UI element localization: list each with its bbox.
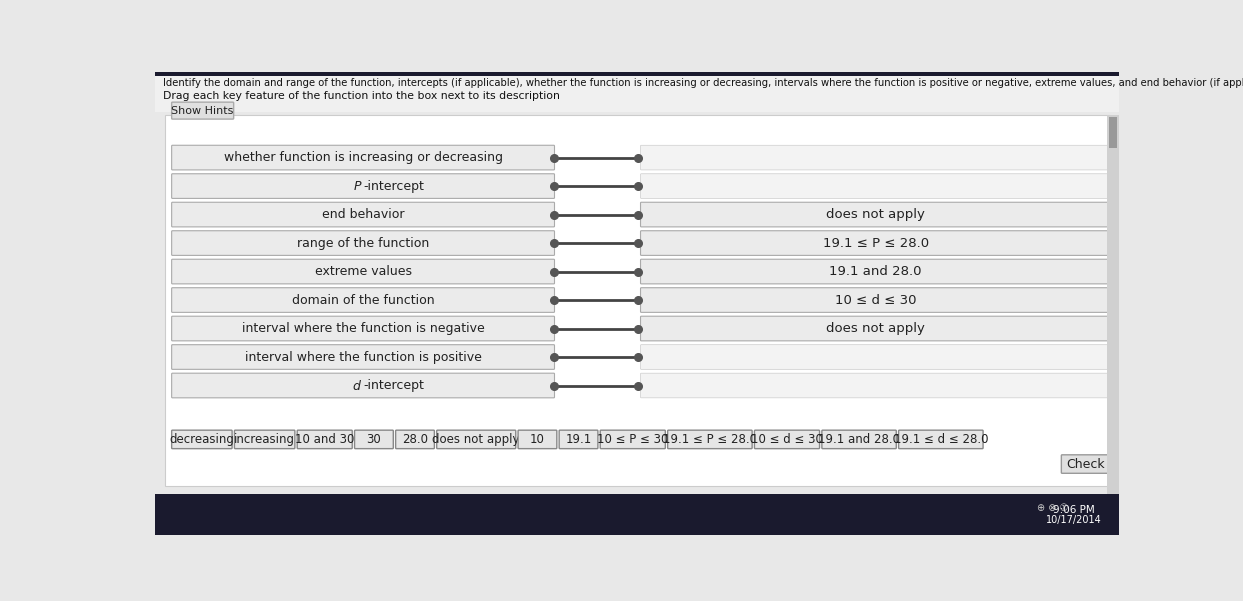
Text: 10 and 30: 10 and 30 bbox=[295, 433, 354, 446]
Text: whether function is increasing or decreasing: whether function is increasing or decrea… bbox=[224, 151, 502, 164]
Bar bbox=[164, 115, 1110, 486]
FancyBboxPatch shape bbox=[640, 288, 1111, 313]
Text: 10 ≤ P ≤ 30: 10 ≤ P ≤ 30 bbox=[597, 433, 669, 446]
FancyBboxPatch shape bbox=[172, 288, 554, 313]
Text: extreme values: extreme values bbox=[314, 265, 411, 278]
Text: 19.1 and 28.0: 19.1 and 28.0 bbox=[829, 265, 922, 278]
Text: end behavior: end behavior bbox=[322, 208, 404, 221]
FancyBboxPatch shape bbox=[1062, 455, 1110, 474]
FancyBboxPatch shape bbox=[559, 430, 598, 449]
FancyBboxPatch shape bbox=[640, 316, 1111, 341]
FancyBboxPatch shape bbox=[899, 430, 983, 449]
Text: does not apply: does not apply bbox=[433, 433, 520, 446]
FancyBboxPatch shape bbox=[235, 430, 295, 449]
Text: decreasing: decreasing bbox=[169, 433, 235, 446]
Text: interval where the function is negative: interval where the function is negative bbox=[241, 322, 485, 335]
FancyBboxPatch shape bbox=[395, 430, 434, 449]
FancyBboxPatch shape bbox=[172, 145, 554, 170]
Text: does not apply: does not apply bbox=[827, 208, 925, 221]
Text: 19.1 ≤ P ≤ 28.0: 19.1 ≤ P ≤ 28.0 bbox=[823, 237, 929, 249]
Bar bbox=[1108, 115, 1119, 494]
FancyBboxPatch shape bbox=[172, 345, 554, 370]
FancyBboxPatch shape bbox=[640, 174, 1111, 198]
FancyBboxPatch shape bbox=[755, 430, 819, 449]
FancyBboxPatch shape bbox=[518, 430, 557, 449]
FancyBboxPatch shape bbox=[172, 203, 554, 227]
Text: 9:06 PM: 9:06 PM bbox=[1053, 505, 1095, 515]
Text: Identify the domain and range of the function, intercepts (if applicable), wheth: Identify the domain and range of the fun… bbox=[163, 78, 1243, 88]
FancyBboxPatch shape bbox=[172, 316, 554, 341]
Text: range of the function: range of the function bbox=[297, 237, 429, 249]
FancyBboxPatch shape bbox=[600, 430, 665, 449]
FancyBboxPatch shape bbox=[172, 102, 234, 119]
Text: 19.1 and 28.0: 19.1 and 28.0 bbox=[818, 433, 900, 446]
FancyBboxPatch shape bbox=[640, 145, 1111, 170]
Text: interval where the function is positive: interval where the function is positive bbox=[245, 350, 481, 364]
FancyBboxPatch shape bbox=[172, 174, 554, 198]
FancyBboxPatch shape bbox=[640, 203, 1111, 227]
Text: -intercept: -intercept bbox=[363, 379, 424, 392]
Text: domain of the function: domain of the function bbox=[292, 293, 434, 307]
Text: $d$: $d$ bbox=[352, 379, 362, 392]
FancyBboxPatch shape bbox=[640, 259, 1111, 284]
Text: Check: Check bbox=[1066, 457, 1105, 471]
Text: 10 ≤ d ≤ 30: 10 ≤ d ≤ 30 bbox=[751, 433, 823, 446]
Text: Show Hints: Show Hints bbox=[172, 106, 234, 115]
FancyBboxPatch shape bbox=[172, 430, 232, 449]
FancyBboxPatch shape bbox=[354, 430, 393, 449]
Text: 19.1 ≤ d ≤ 28.0: 19.1 ≤ d ≤ 28.0 bbox=[894, 433, 988, 446]
FancyBboxPatch shape bbox=[172, 259, 554, 284]
Text: ⊕ ⊗ ①: ⊕ ⊗ ① bbox=[1038, 503, 1069, 513]
Text: 30: 30 bbox=[367, 433, 382, 446]
Text: increasing: increasing bbox=[234, 433, 295, 446]
Bar bbox=[155, 72, 1119, 112]
FancyBboxPatch shape bbox=[297, 430, 352, 449]
Text: does not apply: does not apply bbox=[827, 322, 925, 335]
FancyBboxPatch shape bbox=[172, 373, 554, 398]
FancyBboxPatch shape bbox=[640, 231, 1111, 255]
Text: $P$: $P$ bbox=[353, 180, 362, 192]
FancyBboxPatch shape bbox=[667, 430, 752, 449]
Text: 10 ≤ d ≤ 30: 10 ≤ d ≤ 30 bbox=[835, 293, 916, 307]
Text: Drag each key feature of the function into the box next to its description: Drag each key feature of the function in… bbox=[163, 91, 561, 102]
Text: 28.0: 28.0 bbox=[401, 433, 428, 446]
FancyBboxPatch shape bbox=[822, 430, 896, 449]
Text: 19.1: 19.1 bbox=[566, 433, 592, 446]
FancyBboxPatch shape bbox=[640, 345, 1111, 370]
Bar bbox=[155, 72, 1119, 76]
FancyBboxPatch shape bbox=[640, 373, 1111, 398]
Text: 19.1 ≤ P ≤ 28.0: 19.1 ≤ P ≤ 28.0 bbox=[663, 433, 757, 446]
FancyBboxPatch shape bbox=[172, 231, 554, 255]
Bar bbox=[155, 494, 1119, 535]
Bar bbox=[1109, 117, 1117, 148]
Text: -intercept: -intercept bbox=[363, 180, 424, 192]
Text: 10/17/2014: 10/17/2014 bbox=[1045, 515, 1101, 525]
FancyBboxPatch shape bbox=[436, 430, 516, 449]
Text: 10: 10 bbox=[530, 433, 544, 446]
